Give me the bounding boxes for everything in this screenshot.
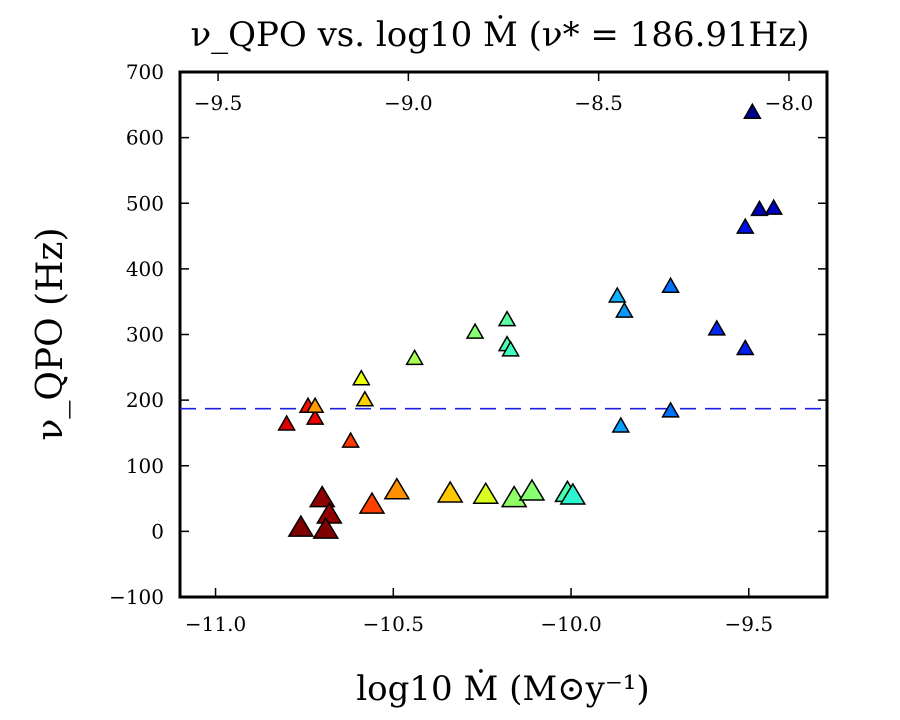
data-point-triangle bbox=[735, 339, 755, 356]
data-point-triangle bbox=[277, 414, 296, 431]
data-point-triangle bbox=[465, 322, 485, 339]
data-point-triangle bbox=[661, 276, 680, 293]
data-point-triangle bbox=[607, 286, 627, 303]
top-x-tick-label: −9.5 bbox=[194, 91, 243, 115]
data-point-triangle bbox=[305, 396, 325, 414]
top-x-tick-label: −9.0 bbox=[384, 91, 433, 115]
y-tick-label: −100 bbox=[109, 585, 164, 609]
data-point-triangle bbox=[405, 348, 424, 366]
data-point-triangle bbox=[559, 482, 587, 505]
data-point-triangle bbox=[383, 477, 411, 500]
y-axis-label: ν_QPO (Hz) bbox=[30, 227, 71, 440]
x-tick-label: −10.5 bbox=[363, 612, 424, 636]
x-tick-label: −10.0 bbox=[540, 612, 601, 636]
data-point-triangle bbox=[472, 481, 500, 505]
data-point-triangle bbox=[611, 416, 631, 433]
top-x-tick-label: −8.5 bbox=[574, 91, 623, 115]
data-point-triangle bbox=[287, 514, 315, 537]
data-point-triangle bbox=[743, 102, 762, 120]
plot-frame bbox=[178, 70, 829, 599]
data-point-triangle bbox=[341, 431, 360, 448]
data-points bbox=[277, 102, 783, 539]
top-x-tick-label: −8.0 bbox=[765, 91, 814, 115]
y-tick-label: 200 bbox=[126, 388, 164, 412]
x-tick-label: −11.0 bbox=[185, 612, 246, 636]
x-axis-bottom: −11.0 −10.5 −10.0 −9.5 bbox=[185, 588, 773, 636]
data-point-triangle bbox=[518, 478, 546, 501]
data-point-triangle bbox=[750, 199, 769, 217]
data-point-triangle bbox=[352, 369, 371, 386]
data-point-triangle bbox=[312, 516, 340, 539]
data-point-triangle bbox=[308, 485, 336, 508]
x-axis-label: log10 Ṁ (M⊙y⁻¹) bbox=[356, 669, 649, 709]
x-axis-top: −9.5 −9.0 −8.5 −8.0 bbox=[194, 72, 813, 115]
y-axis-left: −100 0 100 200 300 400 500 600 700 bbox=[109, 60, 827, 609]
data-point-triangle bbox=[707, 319, 727, 336]
data-point-triangle bbox=[436, 480, 464, 503]
data-point-triangle bbox=[615, 301, 634, 318]
chart-title-text: ν_QPO vs. log10 Ṁ (ν* = 186.91Hz) bbox=[190, 15, 809, 55]
y-tick-label: 300 bbox=[126, 323, 164, 347]
x-tick-label: −9.5 bbox=[725, 612, 774, 636]
y-tick-label: 400 bbox=[126, 257, 164, 281]
data-point-triangle bbox=[497, 310, 517, 327]
y-tick-label: 700 bbox=[126, 60, 164, 84]
y-tick-label: 600 bbox=[126, 126, 164, 150]
data-point-triangle bbox=[500, 485, 528, 508]
data-point-triangle bbox=[358, 491, 386, 514]
chart-title: ν_QPO vs. log10 Ṁ (ν* = 186.91Hz) bbox=[190, 15, 809, 55]
y-tick-label: 500 bbox=[126, 191, 164, 215]
data-point-triangle bbox=[501, 340, 520, 357]
data-point-triangle bbox=[305, 408, 325, 425]
data-point-triangle bbox=[764, 198, 783, 215]
data-point-triangle bbox=[355, 390, 375, 407]
y-tick-label: 0 bbox=[151, 519, 164, 543]
y-tick-label: 100 bbox=[126, 454, 164, 478]
data-point-triangle bbox=[735, 217, 755, 234]
data-point-triangle bbox=[661, 401, 680, 418]
